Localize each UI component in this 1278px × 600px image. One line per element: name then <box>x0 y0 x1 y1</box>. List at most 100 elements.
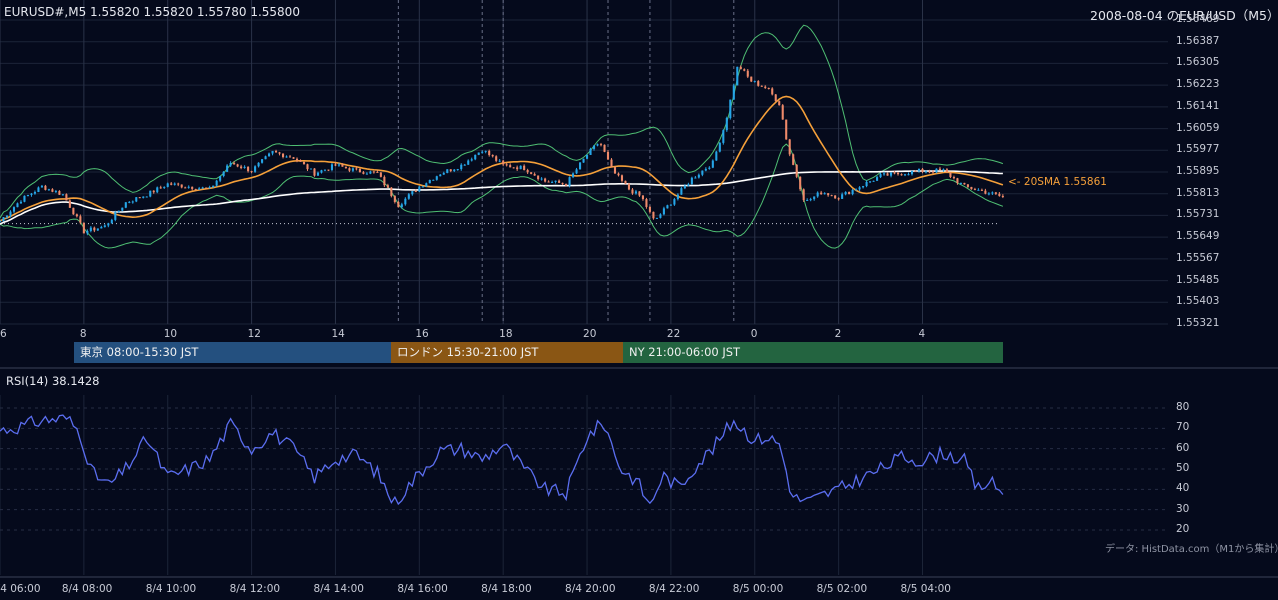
candle-body <box>219 175 222 181</box>
candle-body <box>753 81 756 83</box>
candle-body <box>645 199 648 207</box>
candle-body <box>33 192 36 194</box>
price-tick-label: 1.56469 <box>1176 13 1220 25</box>
candle-body <box>247 166 250 172</box>
session-london: ロンドン 15:30-21:00 JST <box>391 342 623 363</box>
candles <box>0 65 1004 236</box>
candle-body <box>987 193 990 195</box>
candle-body <box>715 151 718 161</box>
candle-body <box>117 210 120 213</box>
candle-body <box>862 186 865 188</box>
candle-body <box>435 176 438 180</box>
candle-body <box>484 150 487 152</box>
candle-body <box>65 194 68 201</box>
time-tick-label: 16 <box>415 328 429 340</box>
candle-body <box>697 174 700 178</box>
candle-body <box>869 181 872 183</box>
candle-body <box>23 195 26 202</box>
price-tick-label: 1.55649 <box>1176 230 1220 243</box>
candle-body <box>281 153 285 158</box>
candle-body <box>166 183 169 187</box>
sma200-line <box>0 170 1003 225</box>
candle-body <box>275 150 278 153</box>
bottom-time-tick-label: 8/4 12:00 <box>229 583 281 595</box>
candle-body <box>973 189 976 191</box>
candle-body <box>453 169 456 172</box>
sma-label: <- 20SMA 1.55861 <box>1008 176 1107 188</box>
candle-body <box>544 178 547 182</box>
candle-body <box>334 164 337 166</box>
rsi-tick-label: 80 <box>1176 401 1190 413</box>
candle-body <box>533 173 536 176</box>
candle-body <box>558 180 561 183</box>
candle-body <box>58 191 61 195</box>
candle-body <box>631 189 634 194</box>
candle-body <box>830 195 833 197</box>
candle-body <box>254 166 257 172</box>
candle-body <box>498 160 501 162</box>
candle-body <box>442 172 445 175</box>
candle-body <box>372 171 375 173</box>
candle-body <box>652 211 655 219</box>
sma20-line <box>0 95 1004 222</box>
candle-body <box>114 212 117 220</box>
candle-body <box>683 185 686 189</box>
candle-body <box>86 230 89 234</box>
candle-body <box>701 170 704 175</box>
candle-body <box>271 150 274 154</box>
candle-body <box>30 193 33 195</box>
candle-body <box>285 156 288 158</box>
candle-body <box>837 198 840 200</box>
candle-body <box>173 183 176 185</box>
candle-body <box>240 166 243 168</box>
candle-body <box>883 173 886 175</box>
candle-body <box>226 165 229 172</box>
candle-body <box>928 171 931 173</box>
candle-body <box>89 227 92 231</box>
candle-body <box>121 207 124 211</box>
candle-body <box>16 203 19 208</box>
candle-body <box>75 214 78 217</box>
candle-body <box>355 168 358 170</box>
candle-body <box>421 186 424 188</box>
candle-body <box>959 182 962 184</box>
candle-body <box>998 193 1001 196</box>
candle-body <box>910 170 914 175</box>
candle-body <box>51 189 54 192</box>
candle-body <box>984 190 987 194</box>
candle-body <box>110 219 113 224</box>
candle-body <box>208 187 211 189</box>
price-tick-label: 1.55403 <box>1176 295 1220 308</box>
candle-body <box>348 168 351 171</box>
candle-body <box>599 144 603 146</box>
candle-body <box>488 150 491 156</box>
candle-body <box>530 172 533 174</box>
candle-body <box>215 180 218 186</box>
candle-body <box>778 101 781 106</box>
time-tick-label: 14 <box>331 328 345 340</box>
candle-body <box>306 164 309 170</box>
bollinger-bands <box>0 24 1004 249</box>
candle-body <box>44 185 47 190</box>
candle-body <box>1001 195 1004 197</box>
grid <box>0 0 1168 575</box>
candle-body <box>526 170 529 173</box>
candle-body <box>400 204 403 208</box>
rsi-line <box>0 414 1004 506</box>
candle-body <box>662 208 665 215</box>
candle-body <box>764 86 767 88</box>
candle-body <box>390 187 393 197</box>
candle-body <box>341 164 344 167</box>
candle-body <box>184 187 187 189</box>
candle-body <box>201 187 204 189</box>
candle-body <box>676 194 679 200</box>
candle-body <box>746 70 749 77</box>
candle-body <box>820 192 823 195</box>
time-tick-label: 0 <box>750 328 758 340</box>
candle-body <box>72 207 75 215</box>
candle-body <box>795 164 798 177</box>
price-tick-label: 1.56387 <box>1176 34 1220 47</box>
candle-body <box>903 174 907 176</box>
candle-body <box>233 162 236 165</box>
candle-body <box>816 192 819 197</box>
